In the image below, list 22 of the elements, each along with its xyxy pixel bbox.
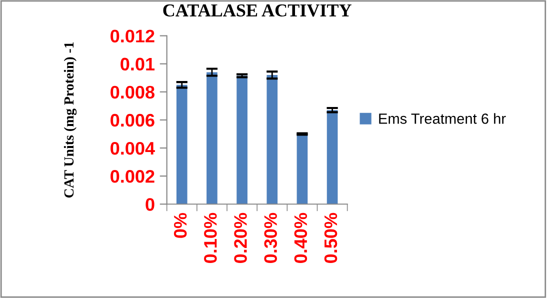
x-tick-label: 0.10% [204,212,217,263]
bar [266,75,278,204]
bar [206,72,218,204]
y-tick-label: 0.01 [120,58,155,71]
y-tick-label: 0.006 [110,114,154,127]
x-tick-label: 0.30% [264,212,278,263]
x-tick-label: 0.50% [324,212,338,263]
y-tick-label: 0 [146,198,154,211]
bar [236,76,248,204]
chart-title: CATALASE ACTIVITY [163,4,352,17]
y-tick-label: 0.002 [110,170,154,183]
x-tick-label: 0.20% [234,212,247,263]
y-tick-label: 0.012 [110,30,154,42]
x-tick-label: 0.40% [294,212,308,263]
legend-label: Ems Treatment 6 hr [379,113,506,124]
bar [176,84,188,204]
bar [326,110,338,204]
x-tick-label: 0% [174,212,187,238]
y-tick-label: 0.008 [110,86,154,99]
y-tick-label: 0.004 [110,142,155,155]
y-axis-title: CAT Units (mg Protein) -1 [64,42,77,198]
bar [296,134,308,204]
